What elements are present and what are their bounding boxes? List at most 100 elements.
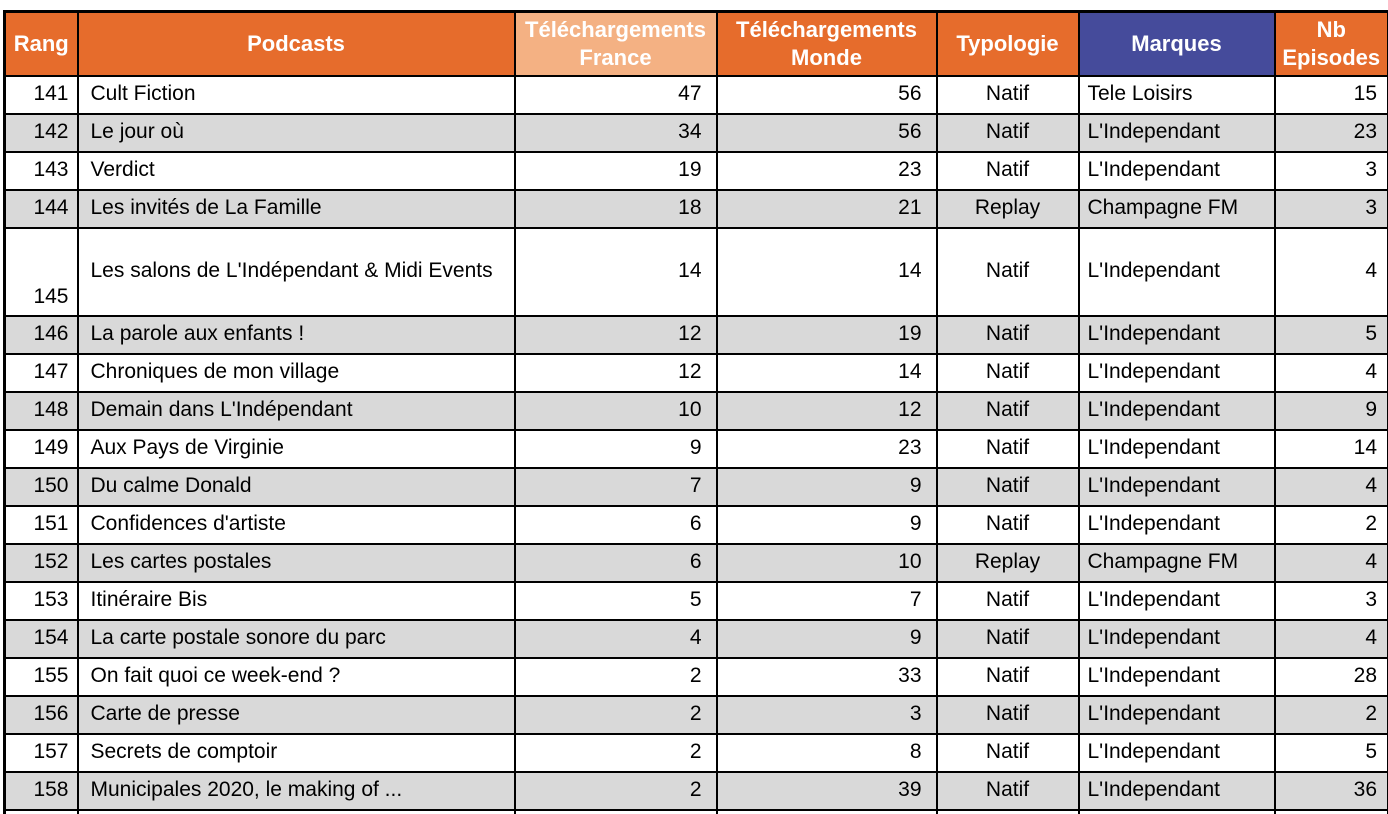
cell-rang[interactable]: 154: [3, 618, 79, 659]
cell-marques[interactable]: L'Independant: [1077, 226, 1276, 317]
cell-dl_france[interactable]: 47: [513, 74, 718, 115]
cell-rang[interactable]: 155: [3, 656, 79, 697]
cell-rang[interactable]: 149: [3, 428, 79, 469]
cell-rang[interactable]: 148: [3, 390, 79, 431]
cell-dl_france[interactable]: 4: [513, 618, 718, 659]
cell-typologie[interactable]: Natif: [935, 226, 1080, 317]
cell-dl_monde[interactable]: 56: [715, 112, 938, 153]
cell-dl_france[interactable]: 6: [513, 504, 718, 545]
cell-dl_france[interactable]: 2: [513, 656, 718, 697]
cell-rang[interactable]: 146: [3, 314, 79, 355]
cell-nb_episodes[interactable]: 28: [1273, 656, 1388, 697]
cell-nb_episodes[interactable]: 36: [1273, 770, 1388, 811]
cell-rang[interactable]: 144: [3, 188, 79, 229]
cell-typologie[interactable]: Natif: [935, 74, 1080, 115]
cell-nb_episodes[interactable]: 3: [1273, 150, 1388, 191]
cell-typologie[interactable]: Natif: [935, 656, 1080, 697]
column-header-rang[interactable]: Rang: [3, 10, 79, 77]
cell-nb_episodes[interactable]: 5: [1273, 314, 1388, 355]
cell-rang[interactable]: 145: [3, 226, 79, 317]
cell-rang[interactable]: 141: [3, 74, 79, 115]
cell-marques[interactable]: L'Independant: [1077, 656, 1276, 697]
cell-podcast[interactable]: Verdict: [76, 150, 516, 191]
cell-marques[interactable]: Champagne FM: [1077, 188, 1276, 229]
cell-dl_monde[interactable]: 21: [715, 188, 938, 229]
cell-dl_france[interactable]: 34: [513, 112, 718, 153]
cell-podcast[interactable]: Les invités de La Famille: [76, 188, 516, 229]
column-header-dl_france[interactable]: Téléchargements France: [513, 10, 718, 77]
cell-typologie[interactable]: Natif: [935, 390, 1080, 431]
cell-podcast[interactable]: Municipales 2020, le making of ...: [76, 770, 516, 811]
cell-dl_france[interactable]: 7: [513, 466, 718, 507]
cell-dl_france[interactable]: 6: [513, 542, 718, 583]
cell-typologie[interactable]: Natif: [935, 504, 1080, 545]
cell-nb_episodes[interactable]: 15: [1273, 74, 1388, 115]
cell-podcast[interactable]: Aux Pays de Virginie: [76, 428, 516, 469]
cell-typologie[interactable]: Natif: [935, 314, 1080, 355]
cell-podcast[interactable]: Confidences d'artiste: [76, 504, 516, 545]
cell-typologie[interactable]: Natif: [935, 352, 1080, 393]
cell-marques[interactable]: Tele Loisirs: [1077, 74, 1276, 115]
cell-dl_monde[interactable]: 23: [715, 428, 938, 469]
column-header-typologie[interactable]: Typologie: [935, 10, 1080, 77]
cell-nb_episodes[interactable]: 23: [1273, 112, 1388, 153]
cell-rang[interactable]: 158: [3, 770, 79, 811]
cell-nb_episodes[interactable]: 14: [1273, 428, 1388, 469]
cell-dl_france[interactable]: 2: [513, 770, 718, 811]
cell-typologie[interactable]: Replay: [935, 542, 1080, 583]
cell-podcast[interactable]: Chroniques de mon village: [76, 352, 516, 393]
cell-nb_episodes[interactable]: 4: [1273, 542, 1388, 583]
cell-marques[interactable]: L'Independant: [1077, 694, 1276, 735]
cell-typologie[interactable]: Natif: [935, 428, 1080, 469]
cell-dl_france[interactable]: 2: [513, 732, 718, 773]
cell-typologie[interactable]: Natif: [935, 694, 1080, 735]
cell-nb_episodes[interactable]: 5: [1273, 732, 1388, 773]
cell-nb_episodes[interactable]: 4: [1273, 466, 1388, 507]
cell-nb_episodes[interactable]: 4: [1273, 226, 1388, 317]
cell-podcast[interactable]: On fait quoi ce week-end ?: [76, 656, 516, 697]
cell-dl_france[interactable]: 2: [513, 694, 718, 735]
cell-marques[interactable]: L'Independant: [1077, 314, 1276, 355]
cell-typologie[interactable]: Natif: [935, 732, 1080, 773]
cell-dl_monde[interactable]: 3: [715, 694, 938, 735]
cell-marques[interactable]: L'Independant: [1077, 352, 1276, 393]
cell-podcast[interactable]: Le jour où: [76, 112, 516, 153]
cell-marques[interactable]: L'Independant: [1077, 580, 1276, 621]
cell-dl_france[interactable]: 12: [513, 314, 718, 355]
cell-nb_episodes[interactable]: 4: [1273, 352, 1388, 393]
cell-dl_france[interactable]: 18: [513, 188, 718, 229]
cell-dl_monde[interactable]: 8: [715, 732, 938, 773]
cell-marques[interactable]: L'Independant: [1077, 504, 1276, 545]
cell-typologie[interactable]: Natif: [935, 150, 1080, 191]
cell-nb_episodes[interactable]: 2: [1273, 694, 1388, 735]
cell-nb_episodes[interactable]: 3: [1273, 580, 1388, 621]
cell-podcast[interactable]: La parole aux enfants !: [76, 314, 516, 355]
cell-dl_monde[interactable]: 9: [715, 618, 938, 659]
cell-marques[interactable]: L'Independant: [1077, 466, 1276, 507]
cell-podcast[interactable]: Du calme Donald: [76, 466, 516, 507]
cell-dl_monde[interactable]: 9: [715, 504, 938, 545]
cell-rang[interactable]: 157: [3, 732, 79, 773]
cell-podcast[interactable]: Carte de presse: [76, 694, 516, 735]
cell-marques[interactable]: L'Independant: [1077, 618, 1276, 659]
cell-marques[interactable]: L'Independant: [1077, 150, 1276, 191]
cell-nb_episodes[interactable]: 2: [1273, 504, 1388, 545]
cell-dl_monde[interactable]: 9: [715, 466, 938, 507]
cell-podcast[interactable]: La carte postale sonore du parc: [76, 618, 516, 659]
cell-dl_france[interactable]: 19: [513, 150, 718, 191]
cell-rang[interactable]: 156: [3, 694, 79, 735]
cell-rang[interactable]: 151: [3, 504, 79, 545]
cell-dl_france[interactable]: 5: [513, 580, 718, 621]
cell-podcast[interactable]: Les cartes postales: [76, 542, 516, 583]
cell-rang[interactable]: 143: [3, 150, 79, 191]
cell-marques[interactable]: Champagne FM: [1077, 542, 1276, 583]
cell-dl_monde[interactable]: 14: [715, 226, 938, 317]
cell-typologie[interactable]: Natif: [935, 580, 1080, 621]
cell-rang[interactable]: 153: [3, 580, 79, 621]
cell-typologie[interactable]: Natif: [935, 466, 1080, 507]
cell-dl_monde[interactable]: 23: [715, 150, 938, 191]
cell-rang[interactable]: 150: [3, 466, 79, 507]
column-header-dl_monde[interactable]: Téléchargements Monde: [715, 10, 938, 77]
cell-rang[interactable]: 152: [3, 542, 79, 583]
cell-dl_monde[interactable]: 19: [715, 314, 938, 355]
